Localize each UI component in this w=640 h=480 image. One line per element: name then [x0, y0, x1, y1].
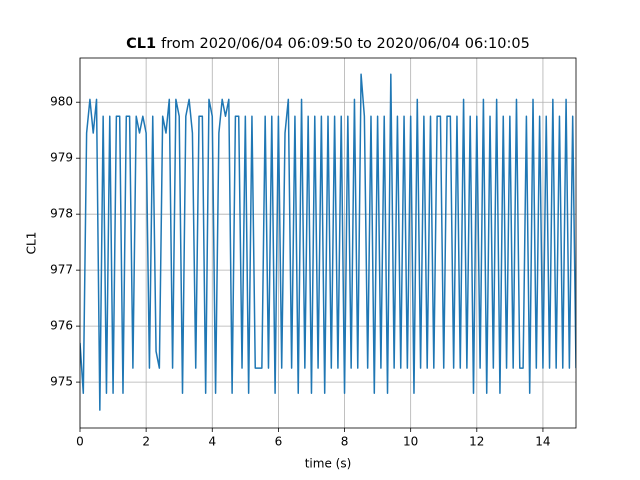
- x-tick-label: 12: [469, 435, 484, 449]
- y-tick-label: 978: [50, 207, 73, 221]
- y-tick-label: 977: [50, 263, 73, 277]
- y-tick-label: 976: [50, 319, 73, 333]
- plot-area: [80, 73, 576, 411]
- axes-frame: [79, 57, 577, 429]
- x-tick-label: 10: [403, 435, 418, 449]
- y-tick-label: 975: [50, 375, 73, 389]
- x-axis-label: time (s): [305, 457, 352, 471]
- chart-title: CL1 from 2020/06/04 06:09:50 to 2020/06/0…: [126, 36, 530, 52]
- x-tick-label: 4: [208, 435, 216, 449]
- x-tick-label: 6: [275, 435, 283, 449]
- title-rest: from 2020/06/04 06:09:50 to 2020/06/04 0…: [161, 36, 530, 52]
- data-line: [80, 73, 576, 411]
- x-tick-label: 2: [142, 435, 150, 449]
- x-tick-label: 8: [341, 435, 349, 449]
- x-tick-label: 0: [76, 435, 84, 449]
- y-tick-label: 980: [50, 95, 73, 109]
- y-tick-label: 979: [50, 151, 73, 165]
- y-axis-label: CL1: [25, 232, 39, 255]
- x-tick-label: 14: [535, 435, 550, 449]
- title-bold: CL1: [126, 36, 156, 52]
